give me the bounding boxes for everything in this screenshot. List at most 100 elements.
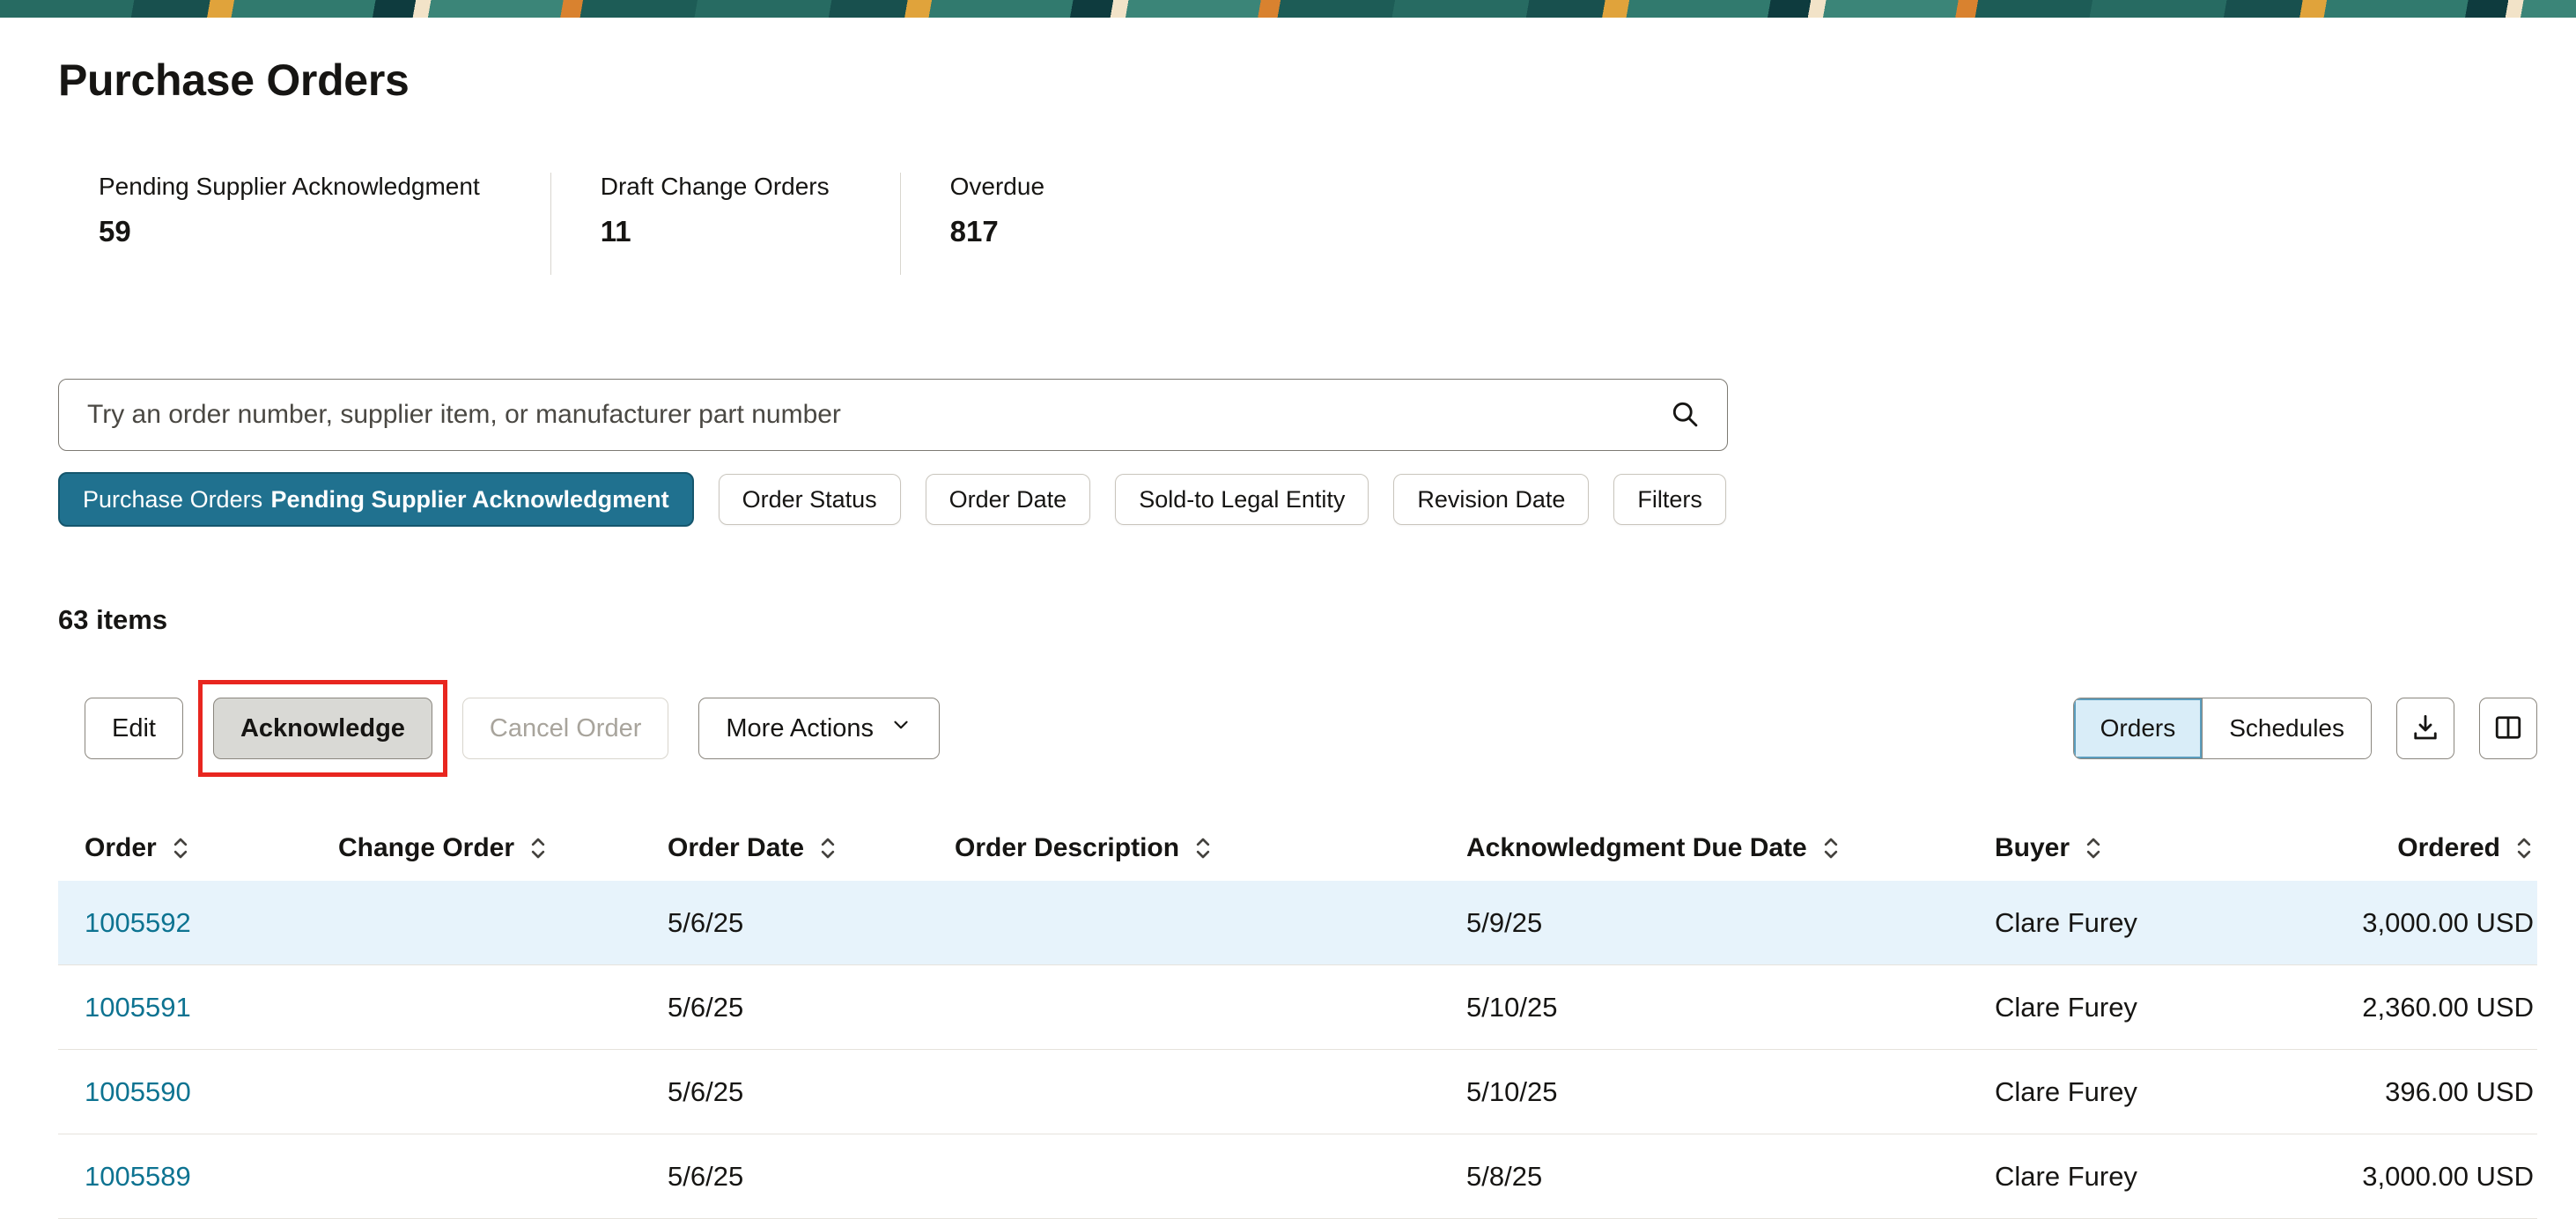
- sort-icon: [528, 835, 548, 861]
- view-toggle-orders-label: Orders: [2100, 714, 2176, 742]
- page-content: Purchase Orders Pending Supplier Acknowl…: [0, 55, 2576, 1219]
- chip-pending-supplier-acknowledgment[interactable]: Purchase Orders Pending Supplier Acknowl…: [58, 472, 694, 527]
- ordered-cell: 2,360.00 USD: [2362, 991, 2534, 1023]
- chip-order-status[interactable]: Order Status: [718, 474, 901, 525]
- cancel-order-button[interactable]: Cancel Order: [461, 698, 669, 759]
- acknowledge-wrapper: Acknowledge: [197, 680, 447, 777]
- ack-due-date-cell: 5/8/25: [1466, 1160, 1543, 1192]
- chip-sold-to-legal-entity[interactable]: Sold-to Legal Entity: [1115, 474, 1369, 525]
- items-count: 63 items: [58, 604, 168, 635]
- download-icon: [2410, 712, 2441, 746]
- column-header-change-order[interactable]: Change Order: [312, 833, 641, 863]
- order-date-cell: 5/6/25: [668, 991, 744, 1023]
- order-date-cell: 5/6/25: [668, 906, 744, 938]
- ack-due-date-cell: 5/9/25: [1466, 906, 1543, 938]
- order-cell: 1005590: [58, 1076, 312, 1108]
- stat-value: 59: [99, 215, 131, 247]
- chip-label: Order Status: [742, 485, 877, 513]
- download-button[interactable]: [2396, 698, 2454, 759]
- column-header-buyer[interactable]: Buyer: [1968, 833, 2303, 863]
- stat-label: Draft Change Orders: [600, 173, 830, 200]
- chip-label: Revision Date: [1417, 485, 1566, 513]
- order-cell: 1005589: [58, 1161, 312, 1193]
- buyer-cell: Clare Furey: [1995, 1160, 2137, 1192]
- table-header-row: Order Change Order Order Date Order Desc…: [58, 816, 2537, 881]
- chip-order-date[interactable]: Order Date: [925, 474, 1091, 525]
- search-bar: [58, 379, 1728, 451]
- edit-button-label: Edit: [112, 713, 156, 742]
- chip-label: Sold-to Legal Entity: [1139, 485, 1346, 513]
- table-row[interactable]: 1005591 5/6/25 5/10/25 Clare Furey 2,360…: [58, 965, 2537, 1050]
- column-header-label: Order: [85, 833, 157, 862]
- sort-icon: [2514, 835, 2534, 861]
- column-header-label: Buyer: [1995, 833, 2070, 862]
- page-title: Purchase Orders: [58, 55, 410, 105]
- column-header-order[interactable]: Order: [58, 833, 312, 863]
- toolbar-right-group: Orders Schedules: [2072, 698, 2537, 759]
- table-row[interactable]: 1005592 5/6/25 5/9/25 Clare Furey 3,000.…: [58, 881, 2537, 965]
- sort-icon: [818, 835, 838, 861]
- stat-pending-acknowledgment: Pending Supplier Acknowledgment 59: [99, 173, 550, 275]
- sort-icon: [171, 835, 190, 861]
- column-header-label: Ordered: [2397, 833, 2500, 862]
- stat-value: 11: [600, 215, 631, 247]
- order-date-cell: 5/6/25: [668, 1075, 744, 1107]
- chip-filters[interactable]: Filters: [1613, 474, 1726, 525]
- search-input[interactable]: [85, 399, 1669, 431]
- buyer-cell: Clare Furey: [1995, 1075, 2137, 1107]
- cancel-order-button-label: Cancel Order: [489, 713, 642, 742]
- sort-icon: [2084, 835, 2103, 861]
- order-cell: 1005591: [58, 992, 312, 1023]
- search-button[interactable]: [1669, 398, 1701, 432]
- acknowledge-button[interactable]: Acknowledge: [212, 698, 432, 759]
- table-row[interactable]: 1005590 5/6/25 5/10/25 Clare Furey 396.0…: [58, 1050, 2537, 1134]
- column-header-acknowledgment-due-date[interactable]: Acknowledgment Due Date: [1440, 833, 1968, 863]
- column-header-label: Order Date: [668, 833, 805, 862]
- more-actions-button[interactable]: More Actions: [698, 698, 941, 759]
- chevron-down-icon: [889, 713, 912, 743]
- column-header-order-description[interactable]: Order Description: [928, 833, 1440, 863]
- order-link[interactable]: 1005590: [85, 1075, 191, 1107]
- order-cell: 1005592: [58, 907, 312, 939]
- ack-due-date-cell: 5/10/25: [1466, 991, 1558, 1023]
- more-actions-label: More Actions: [726, 713, 875, 742]
- ordered-cell: 3,000.00 USD: [2362, 1160, 2534, 1192]
- table-toolbar: Edit Acknowledge Cancel Order More Actio…: [58, 680, 2537, 777]
- chip-prefix: Purchase Orders: [83, 485, 263, 513]
- order-date-cell: 5/6/25: [668, 1160, 744, 1192]
- view-toggle: Orders Schedules: [2072, 698, 2372, 759]
- ordered-cell: 396.00 USD: [2385, 1075, 2534, 1107]
- buyer-cell: Clare Furey: [1995, 906, 2137, 938]
- stat-label: Overdue: [949, 173, 1045, 200]
- chip-revision-date[interactable]: Revision Date: [1393, 474, 1590, 525]
- order-link[interactable]: 1005592: [85, 906, 191, 938]
- column-header-label: Order Description: [955, 833, 1180, 862]
- buyer-cell: Clare Furey: [1995, 991, 2137, 1023]
- acknowledge-button-label: Acknowledge: [240, 713, 405, 742]
- columns-layout-icon: [2492, 712, 2524, 746]
- purchase-orders-table: Order Change Order Order Date Order Desc…: [58, 816, 2537, 1219]
- sort-icon: [1821, 835, 1841, 861]
- ordered-cell: 3,000.00 USD: [2362, 906, 2534, 938]
- columns-layout-button[interactable]: [2479, 698, 2537, 759]
- stat-overdue: Overdue 817: [899, 173, 1115, 275]
- sort-icon: [1193, 835, 1213, 861]
- column-header-label: Acknowledgment Due Date: [1466, 833, 1807, 862]
- column-header-label: Change Order: [338, 833, 515, 862]
- stat-label: Pending Supplier Acknowledgment: [99, 173, 480, 200]
- view-toggle-orders[interactable]: Orders: [2073, 698, 2203, 758]
- chip-bold-text: Pending Supplier Acknowledgment: [270, 485, 669, 513]
- order-link[interactable]: 1005589: [85, 1160, 191, 1192]
- column-header-ordered[interactable]: Ordered: [2303, 833, 2537, 863]
- stat-draft-change-orders: Draft Change Orders 11: [550, 173, 900, 275]
- view-toggle-schedules[interactable]: Schedules: [2202, 698, 2371, 758]
- filter-chips: Purchase Orders Pending Supplier Acknowl…: [58, 472, 2537, 527]
- chip-label: Order Date: [948, 485, 1067, 513]
- summary-stats: Pending Supplier Acknowledgment 59 Draft…: [99, 173, 2537, 275]
- chip-label: Filters: [1637, 485, 1702, 513]
- column-header-order-date[interactable]: Order Date: [641, 833, 928, 863]
- decorative-banner: [0, 0, 2576, 18]
- order-link[interactable]: 1005591: [85, 991, 191, 1023]
- edit-button[interactable]: Edit: [85, 698, 183, 759]
- search-icon: [1669, 398, 1701, 432]
